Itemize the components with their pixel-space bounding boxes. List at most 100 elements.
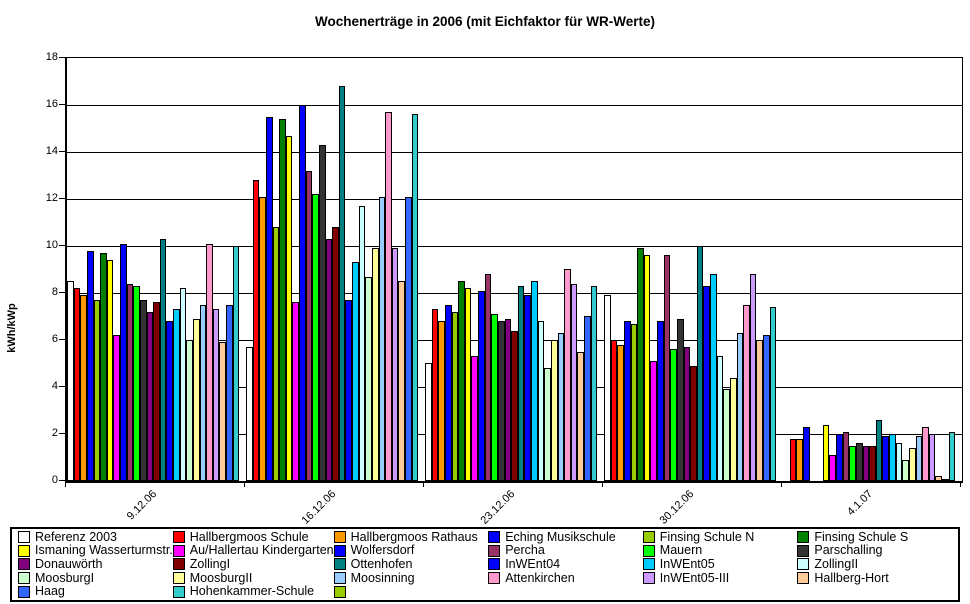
x-tick-label: 16.12.06 [299, 488, 338, 527]
bar [398, 281, 405, 481]
bar [159, 239, 167, 481]
bar [657, 321, 664, 481]
bar [942, 479, 949, 481]
bar [139, 300, 147, 481]
bar-slot [265, 58, 273, 481]
legend-item: Moosinning [333, 571, 489, 585]
bar [93, 300, 101, 481]
x-tick-mark [244, 481, 245, 487]
bar-slot [915, 58, 923, 481]
y-tick-mark [59, 433, 65, 434]
legend-label: MoosburgII [189, 570, 253, 585]
legend-item: Ismaning Wasserturmstr. [18, 544, 173, 557]
bar [604, 295, 611, 481]
bar [206, 244, 213, 481]
bar-slot [497, 58, 505, 481]
x-tick-mark [65, 481, 66, 487]
bar-slot [935, 58, 942, 481]
legend-item: Hallbergmoos Rathaus [333, 529, 489, 544]
bar-group-9.12.06 [67, 58, 246, 481]
bar-slot [352, 58, 359, 481]
bar [928, 434, 936, 481]
bar-slot [610, 58, 618, 481]
bar [219, 342, 226, 481]
y-tick-mark [59, 104, 65, 105]
legend-label: Eching Musikschule [505, 529, 616, 544]
bar [676, 319, 684, 481]
bar [544, 368, 551, 481]
bar-slot [584, 58, 591, 481]
bar-slot [179, 58, 187, 481]
bar [696, 246, 704, 481]
legend-swatch [797, 531, 810, 544]
bar [226, 305, 233, 481]
bar [192, 319, 200, 481]
bar [252, 180, 260, 481]
bar-slot [67, 58, 74, 481]
legend-swatch [488, 572, 501, 585]
bar-slot [478, 58, 485, 481]
bar [716, 356, 724, 481]
bar [610, 340, 618, 481]
bar-slot [676, 58, 684, 481]
bar-slot [451, 58, 459, 481]
bar [802, 427, 810, 481]
bar [895, 443, 903, 481]
bar [637, 248, 644, 481]
legend-swatch [797, 558, 810, 571]
y-tick-label: 4 [51, 380, 58, 392]
legend-swatch [642, 572, 655, 585]
bar-slot [816, 58, 823, 481]
bar [623, 321, 631, 481]
bar-slot [544, 58, 551, 481]
bar-slot [842, 58, 850, 481]
legend-swatch [172, 585, 185, 598]
bar-slot [252, 58, 260, 481]
legend-swatch [333, 544, 346, 557]
bar [769, 307, 777, 481]
bar [491, 314, 498, 481]
bar-group-4.1.07 [783, 58, 962, 481]
bar [232, 246, 240, 481]
bar-slot [604, 58, 611, 481]
legend-label: Referenz 2003 [35, 529, 118, 544]
legend-label: InWEnt04 [505, 556, 561, 571]
bar [723, 389, 730, 481]
legend-swatch [18, 544, 30, 557]
bar-slot [836, 58, 843, 481]
legend-label: Hohenkammer-Schule [189, 584, 315, 599]
y-tick-label: 18 [45, 51, 58, 63]
bar-slot [696, 58, 704, 481]
legend-item: InWEnt05 [642, 557, 798, 571]
bar-slot [756, 58, 763, 481]
legend-item: Ottenhofen [333, 557, 489, 571]
bar [736, 333, 744, 481]
bar-slot [206, 58, 213, 481]
legend-label: ZollingII [814, 556, 859, 571]
legend-swatch [172, 558, 185, 571]
bar [842, 432, 850, 481]
legend-item: Percha [488, 544, 643, 557]
bar [279, 119, 286, 481]
bar [113, 335, 120, 481]
bar-slot [358, 58, 366, 481]
bar-slot [133, 58, 140, 481]
bar [577, 352, 584, 481]
bar-slot [100, 58, 107, 481]
bar-slot [776, 58, 783, 481]
bar-slot [875, 58, 883, 481]
bar-slot [232, 58, 240, 481]
legend-label: Hallbergmoos Rathaus [350, 529, 478, 544]
bar-slot [371, 58, 379, 481]
y-tick-mark [59, 151, 65, 152]
bar-slot [908, 58, 916, 481]
legend-item: MoosburgI [18, 570, 173, 585]
legend-label: Hallbergmoos Schule [189, 529, 309, 544]
y-tick-label: 16 [45, 98, 58, 110]
bar [690, 366, 697, 481]
legend-label: MoosburgI [35, 570, 95, 585]
x-tick-mark [960, 481, 961, 487]
bar [166, 321, 173, 481]
bar-slot [438, 58, 445, 481]
bar-slot [783, 58, 790, 481]
